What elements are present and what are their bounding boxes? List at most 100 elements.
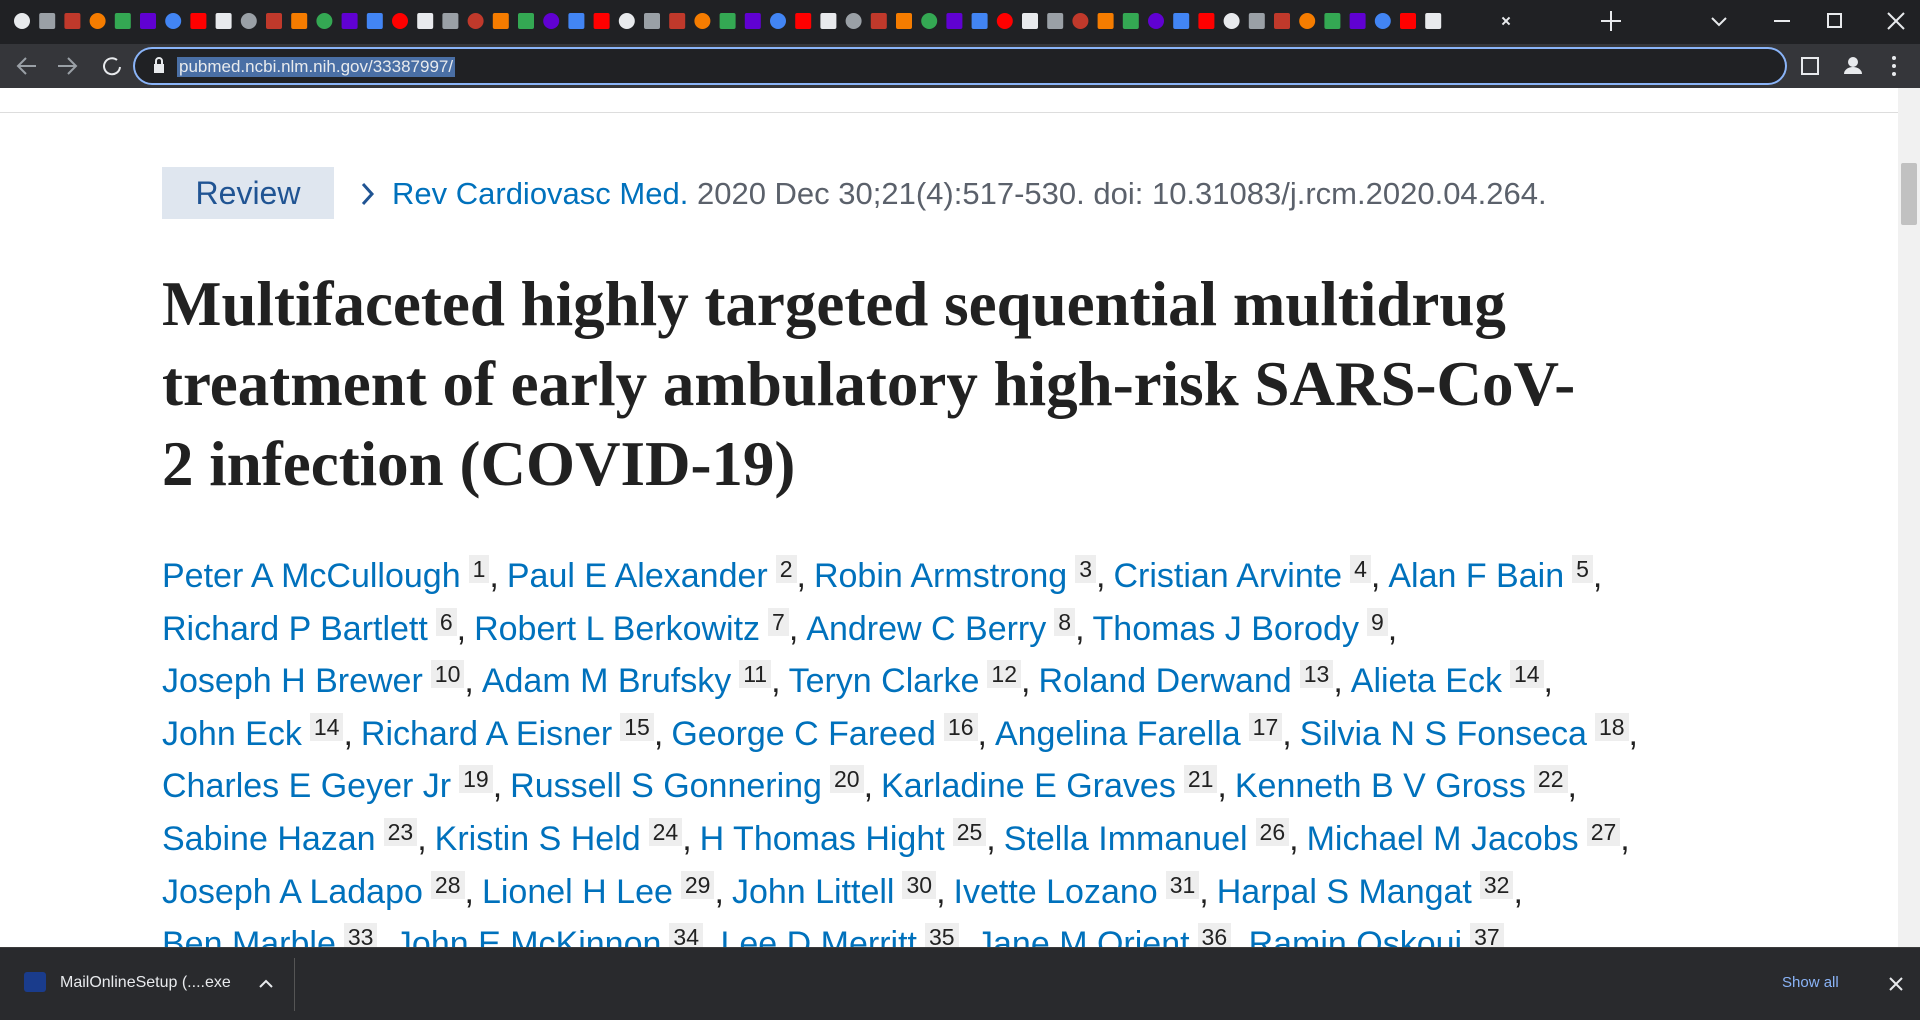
side-panel-button[interactable] bbox=[1801, 57, 1819, 75]
tab-favicon[interactable] bbox=[921, 13, 938, 29]
affiliation-number[interactable]: 17 bbox=[1248, 712, 1283, 741]
tab-favicon[interactable] bbox=[845, 13, 862, 29]
affiliation-number[interactable]: 30 bbox=[902, 870, 937, 899]
author-link[interactable]: Roland Derwand bbox=[1038, 662, 1292, 701]
author-link[interactable]: Alan F Bain bbox=[1388, 557, 1565, 595]
tab-favicon[interactable] bbox=[1248, 13, 1265, 29]
tab-favicon[interactable] bbox=[1097, 13, 1114, 29]
affiliation-number[interactable]: 8 bbox=[1054, 607, 1076, 636]
tab-favicon[interactable] bbox=[1400, 13, 1416, 29]
author-link[interactable]: Ivette Lozano bbox=[953, 872, 1158, 911]
author-link[interactable]: Ben Marble bbox=[162, 925, 336, 947]
tab-favicon[interactable] bbox=[1299, 13, 1316, 29]
author-link[interactable]: Alieta Eck bbox=[1350, 662, 1502, 701]
tab-favicon[interactable] bbox=[593, 13, 610, 29]
download-options[interactable] bbox=[256, 974, 276, 994]
menu-button[interactable] bbox=[1892, 56, 1896, 76]
tab-favicon[interactable] bbox=[694, 13, 711, 29]
tab-favicon[interactable] bbox=[1173, 13, 1190, 29]
tab-favicon[interactable] bbox=[618, 13, 635, 29]
scrollbar[interactable] bbox=[1898, 88, 1920, 947]
show-all-button[interactable]: Show all bbox=[1782, 974, 1839, 991]
author-link[interactable]: Joseph H Brewer bbox=[162, 662, 423, 701]
tab-favicon[interactable] bbox=[1022, 13, 1038, 29]
affiliation-number[interactable]: 15 bbox=[620, 712, 654, 741]
author-link[interactable]: Joseph A Ladapo bbox=[162, 872, 423, 911]
tab-favicon[interactable] bbox=[1122, 13, 1139, 29]
affiliation-number[interactable]: 20 bbox=[829, 765, 864, 794]
back-button[interactable] bbox=[16, 57, 36, 75]
affiliation-number[interactable]: 28 bbox=[430, 870, 465, 899]
tab-favicon[interactable] bbox=[64, 13, 81, 29]
tab-favicon[interactable] bbox=[669, 13, 686, 29]
tab-favicon[interactable] bbox=[417, 13, 434, 29]
affiliation-number[interactable]: 14 bbox=[309, 712, 344, 741]
forward-button[interactable] bbox=[58, 57, 78, 75]
window-close-button[interactable] bbox=[1887, 12, 1905, 30]
tab-favicon[interactable] bbox=[114, 13, 131, 29]
author-link[interactable]: Lionel H Lee bbox=[481, 872, 673, 911]
tab-favicon[interactable] bbox=[291, 13, 308, 29]
affiliation-number[interactable]: 10 bbox=[430, 660, 465, 689]
author-link[interactable]: Stella Immanuel bbox=[1003, 819, 1248, 858]
affiliation-number[interactable]: 22 bbox=[1533, 765, 1568, 794]
author-link[interactable]: Robin Armstrong bbox=[813, 557, 1068, 595]
tab-favicon[interactable] bbox=[795, 13, 812, 29]
close-tab-icon[interactable] bbox=[1499, 14, 1513, 28]
affiliation-number[interactable]: 9 bbox=[1366, 607, 1388, 636]
author-link[interactable]: Jane M Orient bbox=[976, 925, 1190, 947]
affiliation-number[interactable]: 12 bbox=[987, 660, 1021, 689]
affiliation-number[interactable]: 2 bbox=[775, 555, 797, 583]
author-link[interactable]: Adam M Brufsky bbox=[481, 662, 732, 701]
affiliation-number[interactable]: 16 bbox=[943, 712, 978, 741]
affiliation-number[interactable]: 31 bbox=[1165, 870, 1200, 899]
download-filename[interactable]: MailOnlineSetup (....exe bbox=[60, 974, 231, 991]
tab-favicon[interactable] bbox=[719, 13, 736, 29]
tab-favicon[interactable] bbox=[1047, 13, 1064, 29]
tab-favicon[interactable] bbox=[996, 13, 1013, 29]
tab-favicon[interactable] bbox=[568, 13, 585, 29]
tab-favicon[interactable] bbox=[770, 13, 786, 29]
affiliation-number[interactable]: 26 bbox=[1255, 817, 1290, 846]
affiliation-number[interactable]: 23 bbox=[383, 817, 418, 846]
url-text[interactable]: pubmed.ncbi.nlm.nih.gov/33387997/ bbox=[177, 57, 456, 77]
tab-favicon[interactable] bbox=[392, 13, 408, 29]
tab-favicon[interactable] bbox=[896, 13, 912, 29]
tab-favicon[interactable] bbox=[1274, 13, 1290, 29]
restore-button[interactable] bbox=[1827, 13, 1842, 28]
author-link[interactable]: Lee D Merritt bbox=[720, 925, 917, 947]
affiliation-number[interactable]: 34 bbox=[669, 923, 704, 947]
affiliation-number[interactable]: 35 bbox=[924, 923, 959, 947]
author-link[interactable]: Michael M Jacobs bbox=[1306, 819, 1579, 858]
tab-favicon[interactable] bbox=[946, 13, 963, 29]
tab-favicon[interactable] bbox=[644, 13, 660, 29]
close-download-bar[interactable] bbox=[1886, 974, 1906, 994]
affiliation-number[interactable]: 13 bbox=[1299, 660, 1334, 689]
tab-favicon[interactable] bbox=[442, 13, 459, 29]
author-link[interactable]: George C Fareed bbox=[671, 714, 936, 753]
tab-favicon[interactable] bbox=[543, 13, 560, 29]
tab-favicon[interactable] bbox=[14, 13, 30, 29]
author-link[interactable]: Karladine E Graves bbox=[881, 767, 1176, 806]
tab-favicon[interactable] bbox=[316, 13, 333, 29]
author-link[interactable]: Russell S Gonnering bbox=[510, 767, 822, 806]
affiliation-number[interactable]: 7 bbox=[768, 607, 789, 636]
tab-search[interactable] bbox=[1711, 17, 1727, 27]
tab-favicon[interactable] bbox=[1223, 13, 1240, 29]
tab-favicon[interactable] bbox=[39, 13, 56, 29]
affiliation-number[interactable]: 1 bbox=[468, 555, 490, 583]
tab-favicon[interactable] bbox=[820, 13, 837, 29]
affiliation-number[interactable]: 18 bbox=[1594, 712, 1629, 741]
author-link[interactable]: Richard A Eisner bbox=[360, 714, 613, 753]
tab-favicon[interactable] bbox=[1072, 13, 1089, 29]
author-link[interactable]: Teryn Clarke bbox=[788, 662, 980, 701]
author-link[interactable]: Thomas J Borody bbox=[1092, 609, 1359, 648]
author-link[interactable]: Kristin S Held bbox=[434, 819, 641, 858]
author-link[interactable]: H Thomas Hight bbox=[699, 819, 945, 858]
tab-favicon[interactable] bbox=[366, 13, 383, 29]
affiliation-number[interactable]: 11 bbox=[739, 660, 772, 689]
tab-favicon[interactable] bbox=[190, 13, 207, 29]
journal-link[interactable]: Rev Cardiovasc Med. bbox=[392, 176, 689, 211]
author-link[interactable]: Harpal S Mangat bbox=[1216, 872, 1472, 911]
affiliation-number[interactable]: 27 bbox=[1586, 817, 1621, 846]
